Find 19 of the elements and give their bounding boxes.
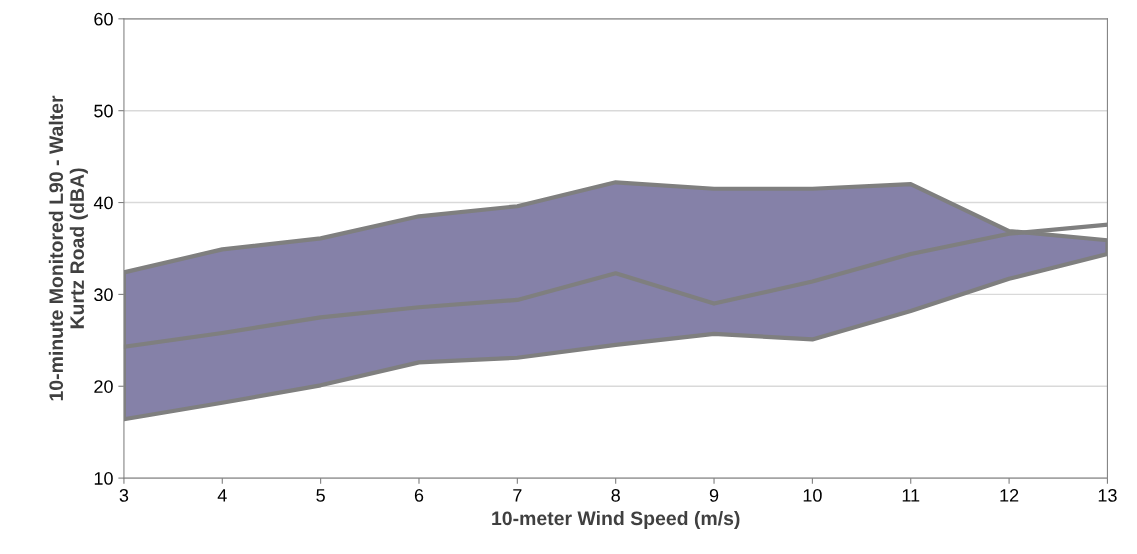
y-axis-title: 10-minute Monitored L90 - Walter Kurtz Road (dBA) bbox=[48, 95, 88, 401]
y-tick-label: 60 bbox=[94, 12, 113, 26]
x-tick-label: 7 bbox=[513, 489, 522, 502]
x-tick-label: 3 bbox=[119, 489, 129, 502]
y-tick-label: 40 bbox=[93, 196, 113, 210]
x-tick-label: 12 bbox=[1000, 489, 1019, 502]
x-tick-label: 4 bbox=[217, 489, 227, 502]
x-axis-title: 10-meter Wind Speed (m/s) bbox=[492, 510, 740, 530]
x-tick-label: 5 bbox=[316, 489, 325, 502]
x-tick-label: 8 bbox=[611, 489, 620, 502]
x-tick-label: 10 bbox=[803, 489, 822, 502]
x-tick-label: 6 bbox=[414, 489, 424, 502]
y-tick-label: 30 bbox=[94, 288, 113, 302]
y-tick-label: 20 bbox=[94, 380, 113, 393]
x-tick-label: 11 bbox=[902, 489, 920, 502]
x-tick-label: 9 bbox=[709, 489, 719, 502]
x-tick-label: 13 bbox=[1098, 489, 1117, 502]
y-tick-label: 10 bbox=[94, 472, 113, 485]
y-tick-label: 50 bbox=[94, 104, 113, 118]
